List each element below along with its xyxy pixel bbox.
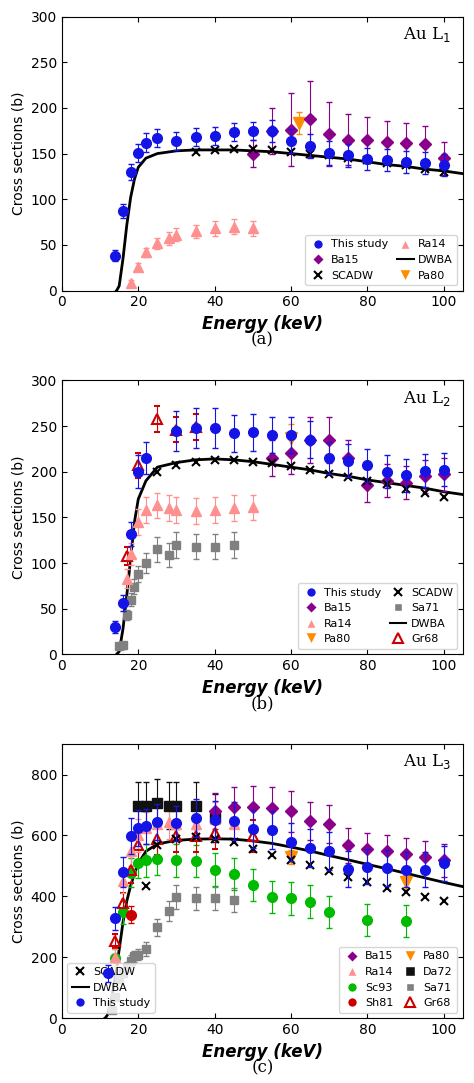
Text: Au L$_3$: Au L$_3$: [403, 753, 451, 771]
Legend: This study, Ba15, SCADW, Ra14, DWBA, Pa80: This study, Ba15, SCADW, Ra14, DWBA, Pa8…: [305, 235, 457, 285]
Y-axis label: Cross sections (b): Cross sections (b): [11, 92, 25, 216]
Text: (a): (a): [251, 331, 274, 349]
Y-axis label: Cross sections (b): Cross sections (b): [11, 456, 25, 579]
Text: Au L$_1$: Au L$_1$: [403, 25, 451, 43]
X-axis label: Energy (keV): Energy (keV): [202, 1043, 323, 1060]
Y-axis label: Cross sections (b): Cross sections (b): [11, 820, 25, 943]
Text: (b): (b): [251, 695, 274, 713]
Legend: This study, Ba15, Ra14, Pa80, SCADW, Sa71, DWBA, Gr68: This study, Ba15, Ra14, Pa80, SCADW, Sa7…: [298, 584, 457, 649]
X-axis label: Energy (keV): Energy (keV): [202, 315, 323, 332]
Legend: Ba15, Ra14, Sc93, Sh81, Pa80, Da72, Sa71, Gr68: Ba15, Ra14, Sc93, Sh81, Pa80, Da72, Sa71…: [339, 947, 457, 1013]
X-axis label: Energy (keV): Energy (keV): [202, 679, 323, 696]
Text: Au L$_2$: Au L$_2$: [403, 389, 451, 407]
Text: (c): (c): [251, 1059, 273, 1077]
